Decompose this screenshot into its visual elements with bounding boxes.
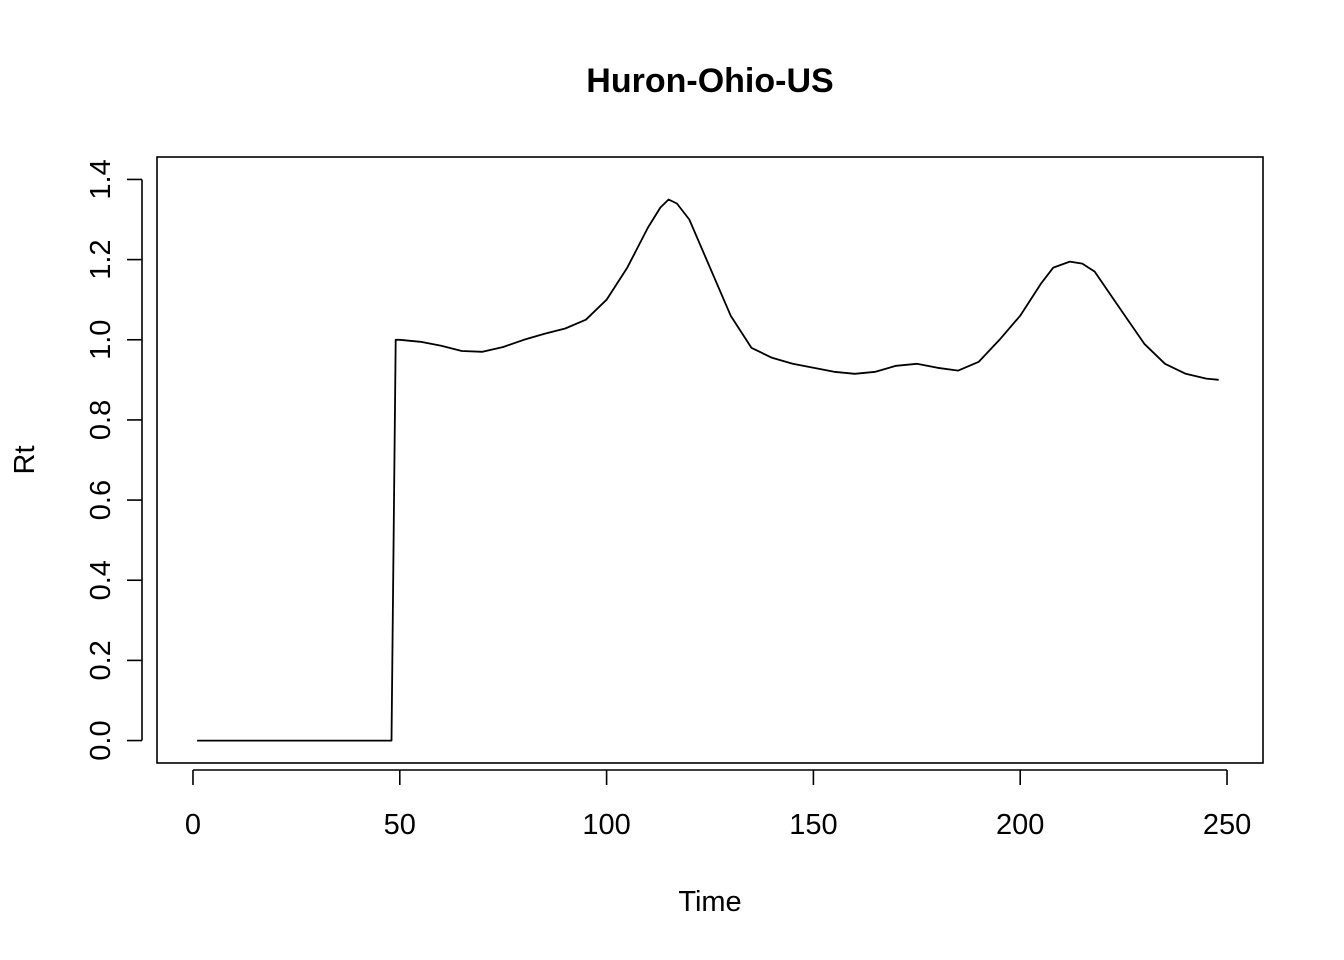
y-axis-label: Rt — [9, 446, 41, 475]
y-tick-label: 0.2 — [85, 640, 117, 680]
y-tick-label: 1.4 — [85, 159, 117, 199]
x-tick-label: 100 — [582, 809, 630, 841]
y-tick-label: 0.6 — [85, 480, 117, 520]
x-axis-label: Time — [678, 886, 741, 918]
plot-frame — [156, 156, 1264, 764]
x-tick-label: 0 — [185, 809, 201, 841]
y-tick-label: 1.2 — [85, 239, 117, 279]
x-tick-label: 200 — [996, 809, 1044, 841]
y-axis: 0.0 0.2 0.4 0.6 0.8 1.0 1.2 1.4 — [85, 159, 143, 761]
y-tick-label: 0.8 — [85, 400, 117, 440]
y-tick-label: 0.4 — [85, 560, 117, 600]
series-line — [197, 198, 1219, 742]
chart-title: Huron-Ohio-US — [586, 62, 833, 100]
x-tick-label: 250 — [1203, 809, 1251, 841]
series-group — [197, 198, 1219, 742]
x-tick-label: 50 — [384, 809, 416, 841]
x-tick-label: 150 — [789, 809, 837, 841]
y-tick-label: 1.0 — [85, 320, 117, 360]
x-axis: 0 50 100 150 200 250 — [185, 769, 1251, 841]
y-tick-label: 0.0 — [85, 720, 117, 760]
